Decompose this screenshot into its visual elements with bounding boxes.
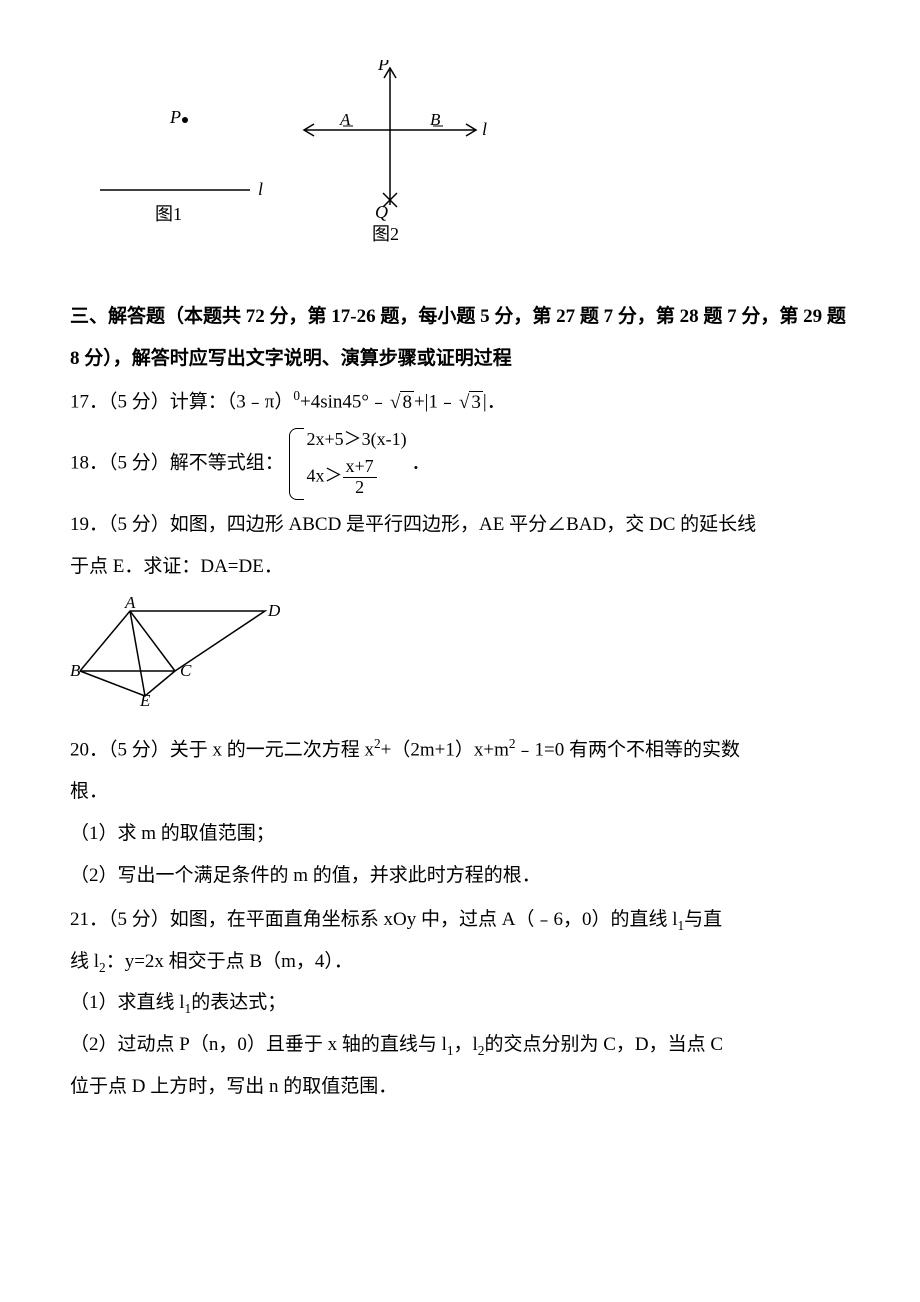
fig2-Q: Q [375,202,388,222]
question-21-line1: 21．（5 分）如图，在平面直角坐标系 xOy 中，过点 A（﹣6，0）的直线 … [70,899,850,941]
q17-b: +4sin45°﹣ [300,392,388,413]
q19-C: C [180,661,192,680]
q17-sqrt3: 3 [457,382,483,424]
question-19-line1: 19．（5 分）如图，四边形 ABCD 是平行四边形，AE 平分∠BAD，交 D… [70,504,850,546]
question-20-line1: 20．（5 分）关于 x 的一元二次方程 x2+（2m+1）x+m2﹣1=0 有… [70,729,850,771]
q19-figure: A D B C E [70,596,850,722]
q17-c: +|1﹣ [414,392,457,413]
fig2-label: 图2 [372,224,399,244]
fig1-P: P [169,107,181,127]
q18-row1: 2x+5＞3(x-1) [307,426,407,454]
question-17: 17．（5 分）计算：（3﹣π）0+4sin45°﹣8+|1﹣3|． [70,381,850,423]
figures-svg: P l 图1 A B l P Q 图2 [100,60,520,250]
fig2-l: l [482,119,487,139]
question-21-part1: （1）求直线 l1的表达式； [70,982,850,1024]
question-20-line2: 根． [70,771,850,813]
q19-D: D [267,601,281,620]
q18-system: 2x+5＞3(x-1) 4x＞x+72 [289,426,407,502]
fig1-label: 图1 [155,204,182,224]
q19-A: A [124,596,136,612]
question-21-line2: 线 l2：y=2x 相交于点 B（m，4）． [70,941,850,983]
q17-d: |． [483,392,506,413]
question-21-part2a: （2）过动点 P（n，0）且垂于 x 轴的直线与 l1，l2的交点分别为 C，D… [70,1024,850,1066]
q19-B: B [70,661,81,680]
q18-prefix: 18．（5 分）解不等式组： [70,452,284,473]
q17-a: （3﹣π） [227,392,294,413]
q19-E: E [139,691,151,706]
q17-sqrt8: 8 [388,382,414,424]
q18-frac: x+72 [343,457,377,498]
q18-suffix: ． [411,452,430,473]
question-19-line2: 于点 E．求证：DA=DE． [70,546,850,588]
top-figures: P l 图1 A B l P Q 图2 [100,60,850,266]
fig1-l: l [258,179,263,199]
section3-title: 三、解答题（本题共 72 分，第 17-26 题，每小题 5 分，第 27 题 … [70,296,850,380]
fig2-P: P [377,60,389,74]
question-21-part2b: 位于点 D 上方时，写出 n 的取值范围． [70,1066,850,1108]
q17-prefix: 17．（5 分）计算： [70,392,227,413]
q18-row2: 4x＞x+72 [307,453,407,502]
question-20-part1: （1）求 m 的取值范围； [70,813,850,855]
question-20-part2: （2）写出一个满足条件的 m 的值，并求此时方程的根． [70,855,850,897]
question-18: 18．（5 分）解不等式组： 2x+5＞3(x-1) 4x＞x+72 ． [70,426,850,502]
